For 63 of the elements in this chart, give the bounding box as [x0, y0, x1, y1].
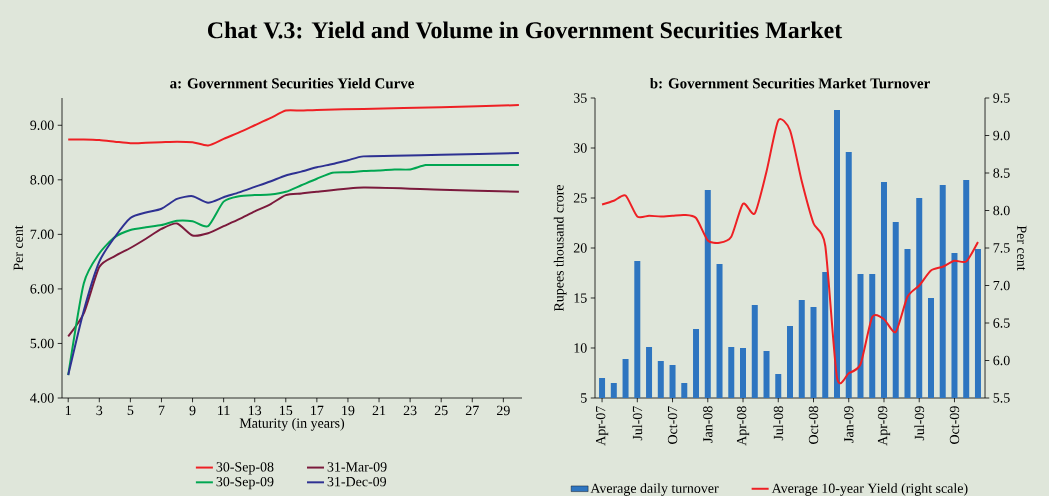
x-tick-label: 27	[465, 405, 479, 416]
legend-label: 30-Sep-09	[216, 476, 274, 490]
x-tick-label: Oct-08	[808, 406, 819, 444]
x-tick-label: 5	[127, 405, 134, 416]
y2-tick-label: 9.5	[993, 93, 1010, 103]
y-tick-label: 10	[574, 343, 587, 353]
x-tick-label: Apr-08	[736, 406, 750, 446]
y-tick-label: 9.00	[30, 120, 54, 131]
y-tick-label: 25	[573, 193, 587, 203]
legend-label: 31-Dec-09	[327, 476, 387, 487]
y-tick-label: 5.00	[30, 338, 54, 349]
x-tick-label: Jul-07	[632, 406, 643, 441]
y-tick-label: 7.00	[30, 229, 54, 240]
y-tick-label: 20	[573, 243, 587, 253]
x-tick-label: Oct-09	[949, 406, 960, 444]
x-tick-label: Apr-09	[877, 406, 891, 446]
chart-title: Chat V.3: Yield and Volume in Government Securities Market	[207, 21, 843, 39]
x-tick-label: 13	[248, 405, 262, 416]
y-tick-label: 15	[574, 293, 587, 303]
x-axis-title: Maturity (in years)	[239, 417, 345, 431]
y2-axis-title: Per cent	[1017, 225, 1027, 271]
x-tick-label: Jul-09	[914, 406, 925, 441]
chart-subtitle: a: Government Securities Yield Curve	[170, 77, 414, 89]
y2-tick-label: 8.0	[993, 205, 1010, 216]
y2-tick-label: 7.5	[993, 243, 1010, 253]
y-tick-label: 5	[581, 393, 587, 403]
legend-label: Average 10-year Yield (right scale)	[771, 483, 968, 496]
legend-label: Average daily turnover	[590, 483, 719, 496]
y-tick-label: 30	[573, 143, 587, 153]
y2-tick-label: 9.0	[993, 130, 1010, 141]
x-tick-label: 3	[96, 405, 103, 416]
y-tick-label: 4.00	[30, 393, 54, 403]
y-axis-title: Per cent	[13, 225, 23, 271]
y2-tick-label: 8.5	[993, 168, 1010, 178]
chart-subtitle: b: Government Securities Market Turnover	[649, 77, 930, 89]
x-tick-label: Oct-07	[667, 406, 678, 444]
x-tick-label: Jul-08	[773, 406, 784, 441]
x-tick-label: 25	[434, 405, 448, 416]
y2-tick-label: 7.0	[993, 280, 1010, 291]
x-tick-label: 19	[342, 405, 355, 416]
x-tick-label: 9	[189, 405, 196, 416]
legend-label: 31-Mar-09	[327, 462, 387, 472]
x-tick-label: 21	[372, 405, 386, 416]
line-series	[67, 104, 520, 147]
y2-tick-label: 6.0	[993, 355, 1010, 366]
x-tick-label: 1	[65, 405, 71, 415]
line-series	[67, 186, 520, 338]
y-tick-label: 35	[573, 93, 587, 103]
y-tick-label: 6.00	[30, 284, 54, 294]
x-tick-label: Jan-09	[844, 406, 854, 443]
y-tick-label: 8.00	[30, 175, 54, 185]
y-axis-title: Rupees thousand crore	[553, 184, 567, 312]
x-tick-label: 11	[218, 405, 230, 415]
x-tick-label: 17	[311, 405, 324, 415]
x-tick-label: Jan-08	[703, 406, 713, 443]
y2-tick-label: 5.5	[993, 393, 1010, 403]
legend-label: 30-Sep-08	[216, 462, 274, 475]
x-tick-label: 23	[403, 405, 417, 416]
x-tick-label: 15	[280, 405, 293, 416]
x-tick-label: 29	[496, 405, 510, 416]
x-tick-label: 7	[158, 405, 165, 415]
y2-tick-label: 6.5	[993, 318, 1010, 328]
x-tick-label: Apr-07	[595, 406, 609, 446]
